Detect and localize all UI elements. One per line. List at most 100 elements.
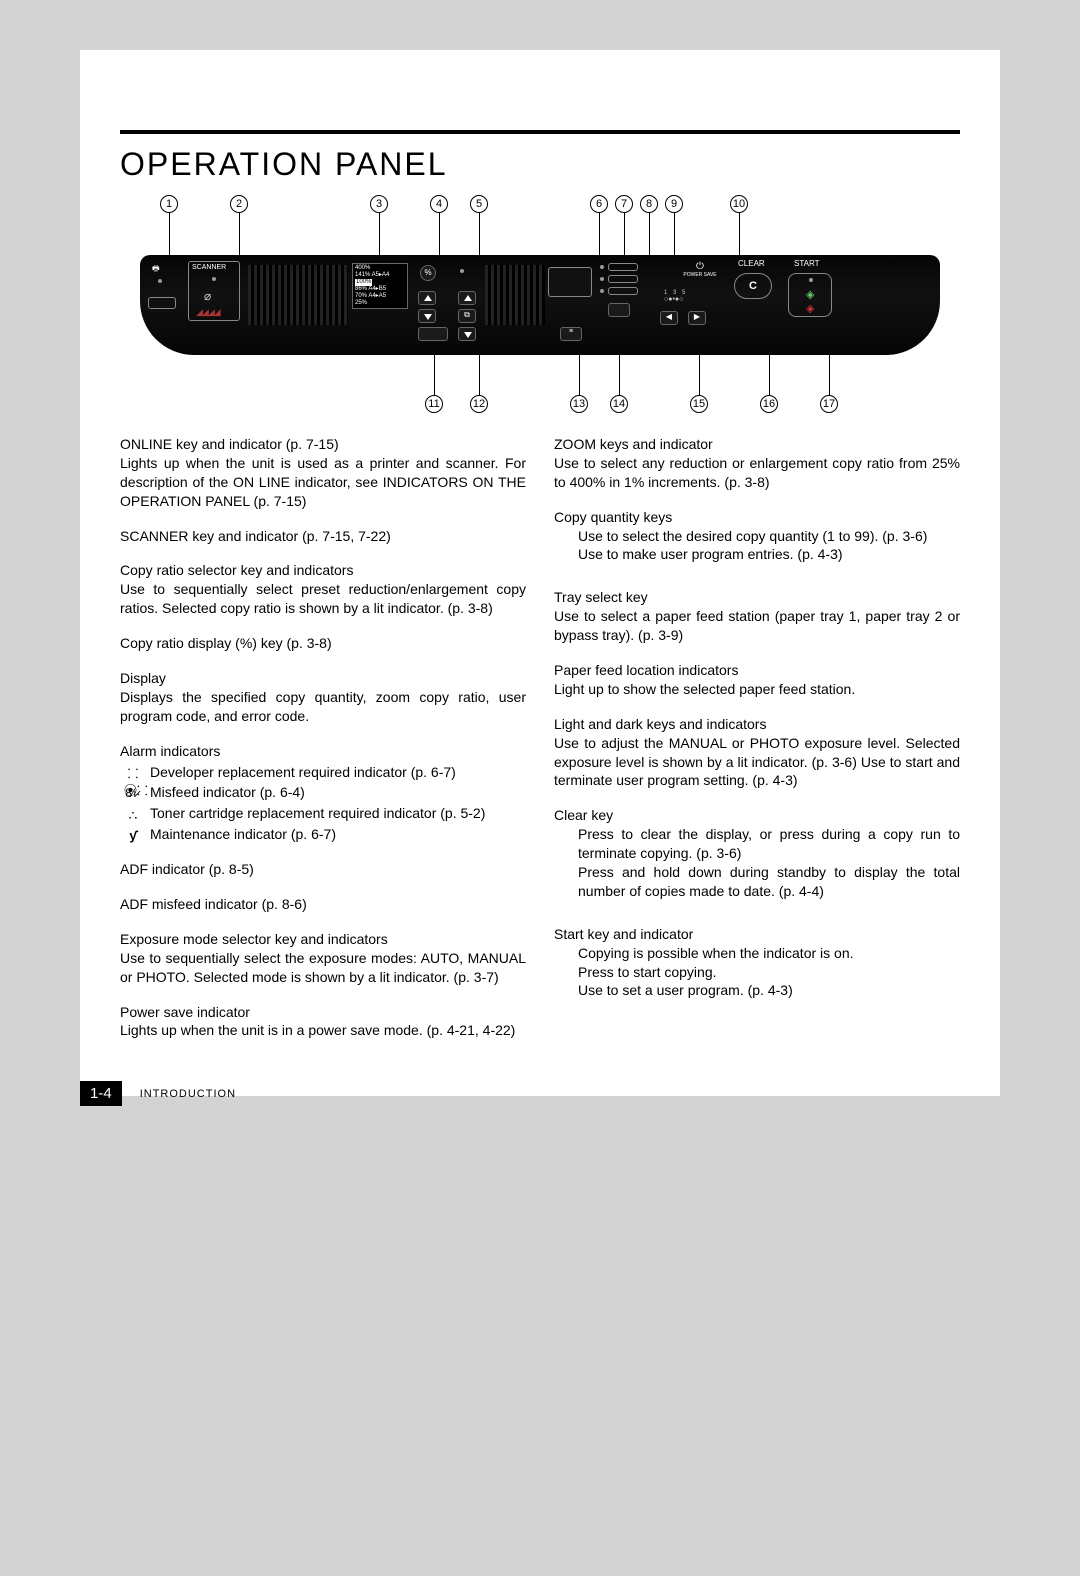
right-column: ZOOM keys and indicatorUse to select any…	[554, 435, 960, 1056]
entry-indent: Use to select the desired copy quantity …	[554, 527, 960, 546]
entry-head: ADF misfeed indicator (p. 8-6)	[120, 896, 307, 912]
light-key[interactable]: ▶	[688, 311, 706, 325]
start-label: START	[794, 259, 819, 268]
callout-lead-12	[479, 355, 480, 395]
left-column: ONLINE key and indicator (p. 7-15)Lights…	[120, 435, 526, 1056]
callout-15: 15	[690, 395, 708, 413]
callout-lead-10	[739, 213, 740, 255]
entry-head: ZOOM keys and indicator	[554, 436, 713, 452]
entry: ADF indicator (p. 8-5)	[120, 860, 526, 879]
ribbed-area-left	[248, 265, 348, 325]
entry-head: Copy quantity keys	[554, 509, 672, 525]
entry-head: Paper feed location indicators	[554, 662, 738, 678]
exposure-key[interactable]	[608, 303, 630, 317]
callout-lead-16	[769, 355, 770, 395]
ratio-up-key[interactable]	[418, 291, 436, 305]
entry: Power save indicatorLights up when the u…	[120, 1003, 526, 1041]
entry-indent: Press and hold down during standby to di…	[554, 863, 960, 901]
alarm-sub: 8⁄⩗Misfeed indicator (p. 6-4)	[120, 783, 526, 802]
ribbed-area-mid	[485, 265, 545, 325]
callout-6: 6	[590, 195, 608, 213]
entry: Copy ratio selector key and indicatorsUs…	[120, 561, 526, 618]
callout-2: 2	[230, 195, 248, 213]
entry: Exposure mode selector key and indicator…	[120, 930, 526, 987]
dark-key[interactable]: ◀	[660, 311, 678, 325]
display	[548, 267, 592, 297]
zoom-down-key[interactable]	[458, 327, 476, 341]
ratio-down-key[interactable]	[418, 309, 436, 323]
entry: Tray select keyUse to select a paper fee…	[554, 588, 960, 645]
online-key[interactable]	[148, 297, 176, 309]
callout-4: 4	[430, 195, 448, 213]
callout-9: 9	[665, 195, 683, 213]
entry-head: ADF indicator (p. 8-5)	[120, 861, 254, 877]
callout-lead-1	[169, 213, 170, 255]
scanner-icon: ⌀	[204, 289, 211, 303]
callout-3: 3	[370, 195, 388, 213]
ratio-70: 70% A4▸A5	[355, 293, 405, 300]
entry: ONLINE key and indicator (p. 7-15)Lights…	[120, 435, 526, 511]
entry: ZOOM keys and indicatorUse to select any…	[554, 435, 960, 492]
page-number: 1-4	[80, 1081, 122, 1106]
alarm-sub: ⸬⦿⸬Developer replacement required indica…	[120, 763, 526, 782]
callout-lead-5	[479, 213, 480, 255]
ratio-400: 400%	[355, 265, 405, 272]
clear-label: CLEAR	[738, 259, 765, 268]
section-name: INTRODUCTION	[140, 1088, 236, 1100]
callout-17: 17	[820, 395, 838, 413]
power-save: ⏻ POWER SAVE	[680, 261, 720, 278]
entry: Copy ratio display (%) key (p. 3-8)	[120, 634, 526, 653]
entry-head: SCANNER key and indicator (p. 7-15, 7-22…	[120, 528, 391, 544]
percent-key[interactable]: %	[420, 265, 436, 281]
callout-14: 14	[610, 395, 628, 413]
title-rule	[120, 130, 960, 134]
printer-icon: 🖶	[152, 263, 160, 277]
callout-10: 10	[730, 195, 748, 213]
entry-head: Tray select key	[554, 589, 648, 605]
zoom-up-key[interactable]	[458, 291, 476, 305]
ratio-select-key[interactable]	[418, 327, 448, 341]
entry-head: Exposure mode selector key and indicator…	[120, 931, 388, 947]
callout-lead-3	[379, 213, 380, 255]
entry: DisplayDisplays the specified copy quant…	[120, 669, 526, 726]
callout-lead-11	[434, 355, 435, 395]
entry-head: Display	[120, 670, 166, 686]
entry: Paper feed location indicatorsLight up t…	[554, 661, 960, 699]
callout-lead-7	[624, 213, 625, 255]
callout-lead-15	[699, 355, 700, 395]
entry-indent: Use to set a user program. (p. 4-3)	[554, 981, 960, 1000]
entry-head: Light and dark keys and indicators	[554, 716, 766, 732]
entry: SCANNER key and indicator (p. 7-15, 7-22…	[120, 527, 526, 546]
alarm-sub: ƴMaintenance indicator (p. 6-7)	[120, 825, 526, 844]
callout-1: 1	[160, 195, 178, 213]
entry-indent: Press to start copying.	[554, 963, 960, 982]
clear-key[interactable]: C	[734, 273, 772, 299]
callout-lead-13	[579, 355, 580, 395]
callout-lead-2	[239, 213, 240, 255]
callout-lead-6	[599, 213, 600, 255]
entry-indent: Copying is possible when the indicator i…	[554, 944, 960, 963]
entry-head: Copy ratio selector key and indicators	[120, 562, 353, 578]
description-columns: ONLINE key and indicator (p. 7-15)Lights…	[120, 435, 960, 1056]
adf-key[interactable]: ≡	[560, 327, 582, 341]
callout-lead-8	[649, 213, 650, 255]
scanner-label: SCANNER	[192, 264, 226, 271]
entry: ADF misfeed indicator (p. 8-6)	[120, 895, 526, 914]
start-key[interactable]: ◈ ◈	[788, 273, 832, 317]
operation-panel-body: 🖶 SCANNER ⌀ ◢◢◢◢ 400% 141% A5▸A4 100% 86…	[140, 255, 940, 355]
tray-key[interactable]: ⧉	[458, 309, 476, 323]
entry: Light and dark keys and indicatorsUse to…	[554, 715, 960, 791]
clear-key-c: C	[749, 280, 757, 292]
ratio-25: 25%	[355, 300, 405, 307]
ratio-list: 400% 141% A5▸A4 100% 86% A4▸B5 70% A4▸A5…	[352, 263, 408, 309]
entry-indent: Use to make user program entries. (p. 4-…	[554, 545, 960, 564]
callout-lead-17	[829, 355, 830, 395]
entry: Alarm indicators ⸬⦿⸬Developer replacement…	[120, 742, 526, 844]
callout-5: 5	[470, 195, 488, 213]
entry-head: ONLINE key and indicator (p. 7-15)	[120, 436, 339, 452]
callout-7: 7	[615, 195, 633, 213]
entry: Start key and indicatorCopying is possib…	[554, 925, 960, 1001]
operation-panel-figure: 🖶 SCANNER ⌀ ◢◢◢◢ 400% 141% A5▸A4 100% 86…	[120, 195, 960, 415]
entry-head: Alarm indicators	[120, 743, 220, 759]
callout-lead-9	[674, 213, 675, 255]
